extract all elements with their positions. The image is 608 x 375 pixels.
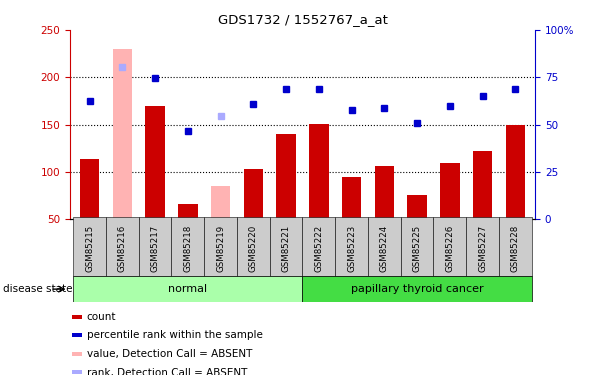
Text: GSM85223: GSM85223 [347,225,356,272]
Text: percentile rank within the sample: percentile rank within the sample [87,330,263,340]
Bar [302,276,532,302]
Text: GSM85225: GSM85225 [413,225,421,272]
Bar [139,217,171,276]
Title: GDS1732 / 1552767_a_at: GDS1732 / 1552767_a_at [218,13,387,26]
Bar [440,163,460,219]
Bar [244,169,263,219]
Text: normal: normal [168,284,207,294]
Bar [309,124,329,219]
Text: GSM85219: GSM85219 [216,225,225,272]
Bar [211,186,230,219]
Bar [106,217,139,276]
Text: GSM85224: GSM85224 [380,225,389,272]
Bar [375,166,394,219]
Bar [270,217,303,276]
Bar [499,217,532,276]
Text: disease state: disease state [3,285,72,294]
Bar [72,352,83,356]
Bar [72,333,83,337]
Text: papillary thyroid cancer: papillary thyroid cancer [351,284,483,294]
Bar [401,217,434,276]
Text: value, Detection Call = ABSENT: value, Detection Call = ABSENT [87,349,252,359]
Text: rank, Detection Call = ABSENT: rank, Detection Call = ABSENT [87,368,247,375]
Text: GSM85228: GSM85228 [511,225,520,272]
Bar [72,370,83,374]
Bar [473,151,492,219]
Text: GSM85215: GSM85215 [85,225,94,272]
Bar [276,134,296,219]
Bar [407,195,427,219]
Bar [145,106,165,219]
Text: count: count [87,312,116,322]
Bar [171,217,204,276]
Bar [80,159,99,219]
Bar [506,124,525,219]
Text: GSM85217: GSM85217 [151,225,159,272]
Bar [72,315,83,319]
Text: GSM85226: GSM85226 [446,225,454,272]
Bar [112,49,132,219]
Text: GSM85220: GSM85220 [249,225,258,272]
Bar [342,177,361,219]
Bar [73,217,106,276]
Bar [434,217,466,276]
Bar [73,276,302,302]
Text: GSM85221: GSM85221 [282,225,291,272]
Bar [178,204,198,219]
Bar [335,217,368,276]
Text: GSM85216: GSM85216 [118,225,127,272]
Bar [204,217,237,276]
Text: GSM85222: GSM85222 [314,225,323,272]
Bar [302,217,335,276]
Bar [237,217,270,276]
Bar [466,217,499,276]
Bar [368,217,401,276]
Text: GSM85218: GSM85218 [184,225,192,272]
Text: GSM85227: GSM85227 [478,225,487,272]
